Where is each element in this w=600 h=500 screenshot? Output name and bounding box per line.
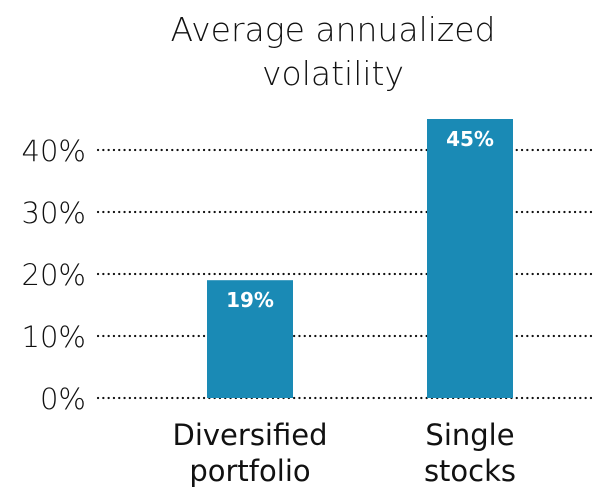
data-label: 19%	[226, 288, 274, 312]
x-tick-label: Single	[425, 418, 514, 452]
chart-title-line-2: volatility	[261, 54, 405, 93]
x-tick-label: Diversified	[173, 418, 328, 452]
data-label: 45%	[446, 127, 494, 151]
y-tick-label: 30%	[22, 196, 86, 230]
bar	[207, 280, 293, 398]
chart-title-line-1: Average annualized	[170, 10, 496, 49]
x-tick-label: portfolio	[189, 454, 310, 488]
bar	[427, 119, 513, 398]
y-tick-label: 0%	[40, 382, 86, 416]
x-tick-label: stocks	[424, 454, 516, 488]
y-tick-label: 20%	[22, 258, 86, 292]
y-tick-label: 10%	[22, 320, 86, 354]
chart-title: Average annualized volatility	[0, 8, 600, 96]
y-tick-label: 40%	[22, 134, 86, 168]
